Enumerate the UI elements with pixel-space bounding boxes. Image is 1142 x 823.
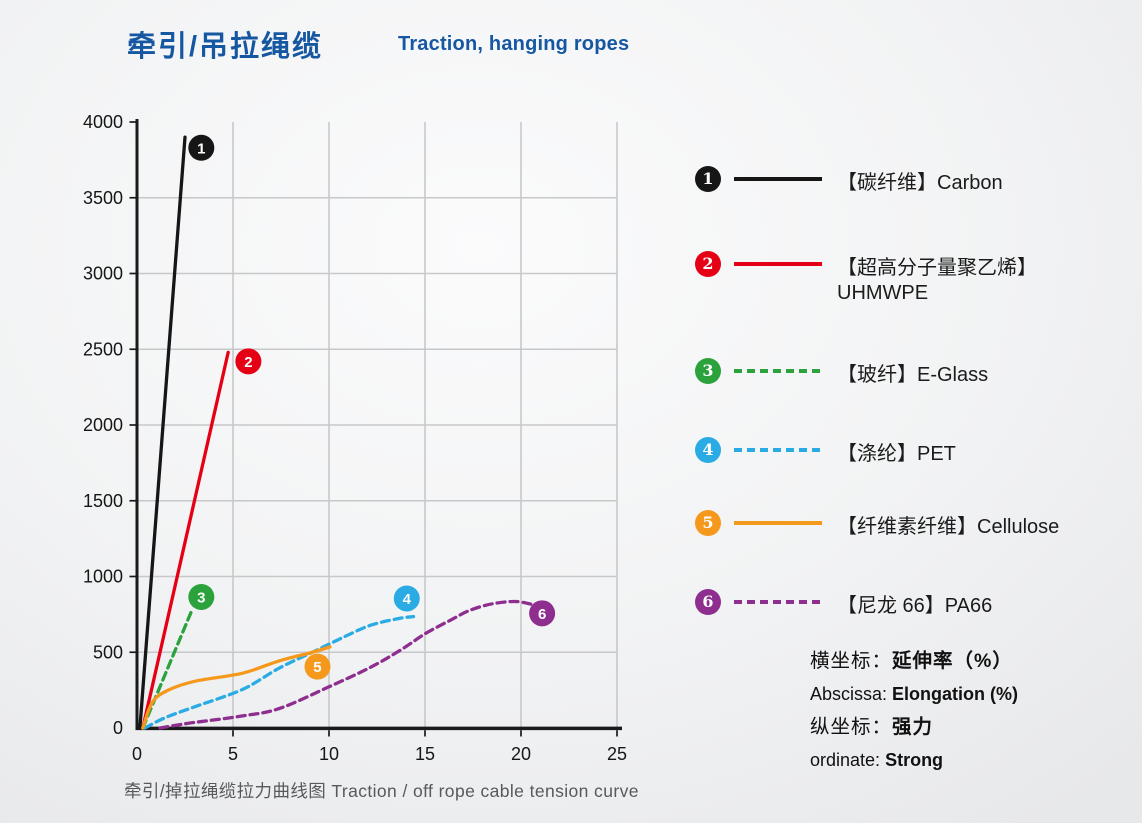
legend-label-carbon: 【碳纤维】Carbon xyxy=(837,172,1003,194)
axis-note-line-1: 横坐标：延伸率（%） xyxy=(810,645,1018,678)
legend-label2-uhmwpe: UHMWPE xyxy=(837,282,929,304)
axis-note-bold: 强力 xyxy=(892,716,934,738)
x-tick-label: 10 xyxy=(319,744,339,764)
legend-item-pa66: 6 【尼龙 66】PA66 xyxy=(695,589,1125,617)
series-marker-number-carbon: 1 xyxy=(197,140,205,157)
tension-curve-chart: 0 5 10 15 20 25050010001500200025003000350040… xyxy=(83,112,627,764)
y-tick-label: 0 xyxy=(113,718,123,738)
series-marker-number-cellulose: 5 xyxy=(313,659,321,676)
axis-note-bold: Strong xyxy=(885,750,944,770)
axis-note-prefix: ordinate: xyxy=(810,750,886,770)
axis-note-prefix: Abscissa: xyxy=(810,684,893,704)
legend-line-sample-eglass xyxy=(734,369,822,373)
axis-note-prefix: 横坐标： xyxy=(810,650,893,672)
axis-notes: 横坐标：延伸率（%） Abscissa: Elongation (%) 纵坐标：强力… xyxy=(810,645,1018,777)
x-tick-label: 5 xyxy=(228,744,238,764)
axis-note-bold: 延伸率（%） xyxy=(892,650,1013,672)
x-tick-label: 15 xyxy=(415,744,435,764)
legend-line-sample-cellulose xyxy=(734,521,822,525)
axis-note-line-2: Abscissa: Elongation (%) xyxy=(810,678,1018,711)
series-line-uhmwpe xyxy=(141,350,230,730)
series-line-pa66 xyxy=(158,599,535,730)
legend-item-cellulose: 5 【纤维素纤维】Cellulose xyxy=(695,510,1125,538)
y-tick-label: 2500 xyxy=(83,339,123,359)
series-marker-number-pet: 4 xyxy=(403,591,412,608)
series-marker-pa66 xyxy=(529,600,556,627)
series-marker-pet xyxy=(393,585,420,612)
y-tick-label: 4000 xyxy=(83,112,123,132)
series-line-pet xyxy=(143,614,416,730)
legend-item-carbon: 1 【碳纤维】Carbon xyxy=(695,166,1125,194)
x-tick-label: 20 xyxy=(511,744,531,764)
legend-badge-eglass: 3 xyxy=(695,358,721,384)
legend-badge-cellulose: 5 xyxy=(695,510,721,536)
series-marker-carbon xyxy=(188,134,215,161)
legend-badge-pa66: 6 xyxy=(695,589,721,615)
x-tick-label: 0 xyxy=(132,744,142,764)
y-tick-label: 3000 xyxy=(83,264,123,284)
axis-note-line-4: ordinate: Strong xyxy=(810,744,1018,777)
chart-caption: 牵引/掉拉绳缆拉力曲线图 Traction / off rope cable t… xyxy=(124,781,639,801)
page-title-en: Traction, hanging ropes xyxy=(398,33,630,55)
series-marker-uhmwpe xyxy=(235,348,262,375)
axis-note-line-3: 纵坐标：强力 xyxy=(810,711,1018,744)
y-tick-label: 1500 xyxy=(83,491,123,511)
legend-line-sample-uhmwpe xyxy=(734,262,822,266)
page-title-zh: 牵引/吊拉绳缆 xyxy=(127,31,324,63)
x-tick-label: 25 xyxy=(607,744,627,764)
legend-item-pet: 4 【涤纶】PET xyxy=(695,437,1125,465)
legend-label-eglass: 【玻纤】E-Glass xyxy=(837,364,989,386)
series-line-cellulose xyxy=(141,645,332,730)
series-line-carbon xyxy=(138,135,187,730)
legend-item-eglass: 3 【玻纤】E-Glass xyxy=(695,358,1125,386)
legend-label-pet: 【涤纶】PET xyxy=(837,443,956,465)
legend-label-uhmwpe: 【超高分子量聚乙烯】 xyxy=(837,257,1037,279)
legend-line-sample-carbon xyxy=(734,177,822,181)
legend-label-pa66: 【尼龙 66】PA66 xyxy=(837,595,993,617)
axis-note-prefix: 纵坐标： xyxy=(810,716,893,738)
series-marker-eglass xyxy=(188,583,215,610)
legend-badge-carbon: 1 xyxy=(695,166,721,192)
y-tick-label: 1000 xyxy=(83,567,123,587)
legend-item-uhmwpe: 2 【超高分子量聚乙烯】 UHMWPE xyxy=(695,251,1125,304)
series-marker-number-uhmwpe: 2 xyxy=(244,354,252,371)
legend-badge-pet: 4 xyxy=(695,437,721,463)
legend-line-sample-pet xyxy=(734,448,822,452)
legend-badge-uhmwpe: 2 xyxy=(695,251,721,277)
y-tick-label: 2000 xyxy=(83,415,123,435)
axis-note-bold: Elongation (%) xyxy=(892,684,1019,704)
series-marker-number-eglass: 3 xyxy=(197,589,205,606)
y-tick-label: 3500 xyxy=(83,188,123,208)
series-marker-number-pa66: 6 xyxy=(538,606,546,623)
y-tick-label: 500 xyxy=(93,642,123,662)
legend-line-sample-pa66 xyxy=(734,600,822,604)
legend-label-cellulose: 【纤维素纤维】Cellulose xyxy=(837,516,1060,538)
series-marker-cellulose xyxy=(304,653,331,680)
